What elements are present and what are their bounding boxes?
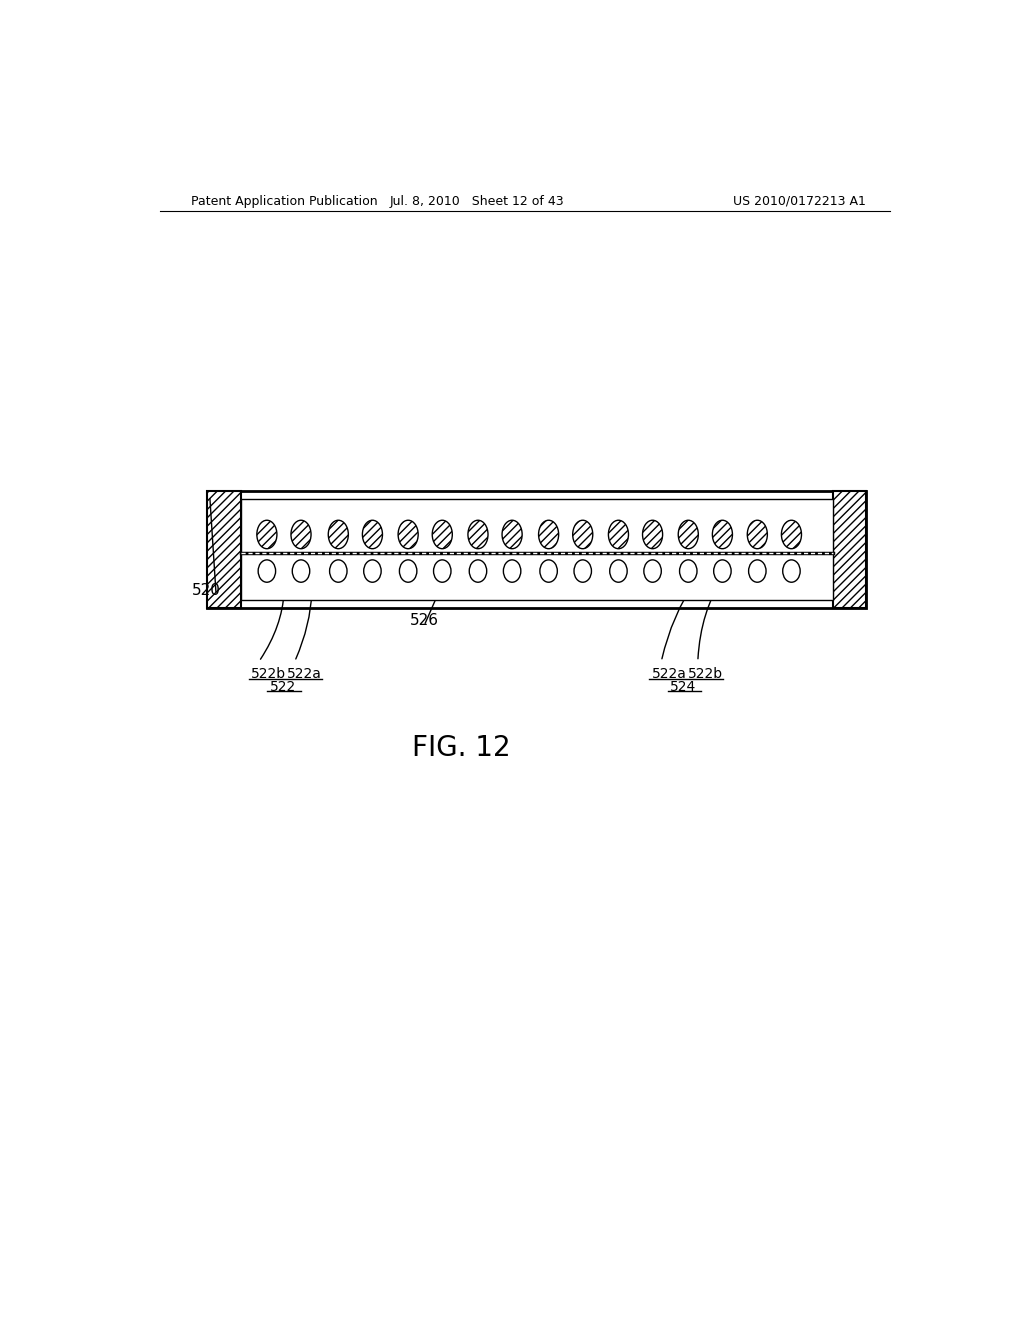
Ellipse shape xyxy=(608,520,629,549)
Text: 522a: 522a xyxy=(652,667,687,681)
Ellipse shape xyxy=(642,520,663,549)
Ellipse shape xyxy=(258,560,275,582)
Ellipse shape xyxy=(468,520,488,549)
Ellipse shape xyxy=(399,560,417,582)
Text: Jul. 8, 2010   Sheet 12 of 43: Jul. 8, 2010 Sheet 12 of 43 xyxy=(390,194,564,207)
Ellipse shape xyxy=(572,520,593,549)
Ellipse shape xyxy=(714,560,731,582)
Ellipse shape xyxy=(362,520,383,549)
Bar xyxy=(833,491,866,607)
Ellipse shape xyxy=(644,560,662,582)
Bar xyxy=(207,491,866,607)
Ellipse shape xyxy=(713,520,732,549)
Ellipse shape xyxy=(574,560,592,582)
Ellipse shape xyxy=(330,560,347,582)
Ellipse shape xyxy=(469,560,486,582)
Ellipse shape xyxy=(364,560,381,582)
Text: 522a: 522a xyxy=(287,667,322,681)
Ellipse shape xyxy=(398,520,418,549)
Text: 524: 524 xyxy=(671,680,696,694)
Ellipse shape xyxy=(680,560,697,582)
Text: 526: 526 xyxy=(410,614,438,628)
Text: FIG. 12: FIG. 12 xyxy=(412,734,511,762)
Text: 522: 522 xyxy=(269,680,296,694)
Text: 520: 520 xyxy=(191,583,220,598)
Ellipse shape xyxy=(432,520,453,549)
Ellipse shape xyxy=(502,520,522,549)
Ellipse shape xyxy=(433,560,451,582)
Ellipse shape xyxy=(748,520,767,549)
Bar xyxy=(241,499,833,599)
Ellipse shape xyxy=(609,560,627,582)
Ellipse shape xyxy=(540,560,557,582)
Ellipse shape xyxy=(292,560,309,582)
Ellipse shape xyxy=(504,560,521,582)
Text: Patent Application Publication: Patent Application Publication xyxy=(191,194,378,207)
Ellipse shape xyxy=(539,520,559,549)
Ellipse shape xyxy=(291,520,311,549)
Text: 522b: 522b xyxy=(687,667,723,681)
Ellipse shape xyxy=(781,520,802,549)
Bar xyxy=(207,491,241,607)
Ellipse shape xyxy=(782,560,800,582)
Ellipse shape xyxy=(749,560,766,582)
Text: 522b: 522b xyxy=(251,667,286,681)
Ellipse shape xyxy=(329,520,348,549)
Ellipse shape xyxy=(678,520,698,549)
Text: US 2010/0172213 A1: US 2010/0172213 A1 xyxy=(733,194,866,207)
Ellipse shape xyxy=(257,520,276,549)
